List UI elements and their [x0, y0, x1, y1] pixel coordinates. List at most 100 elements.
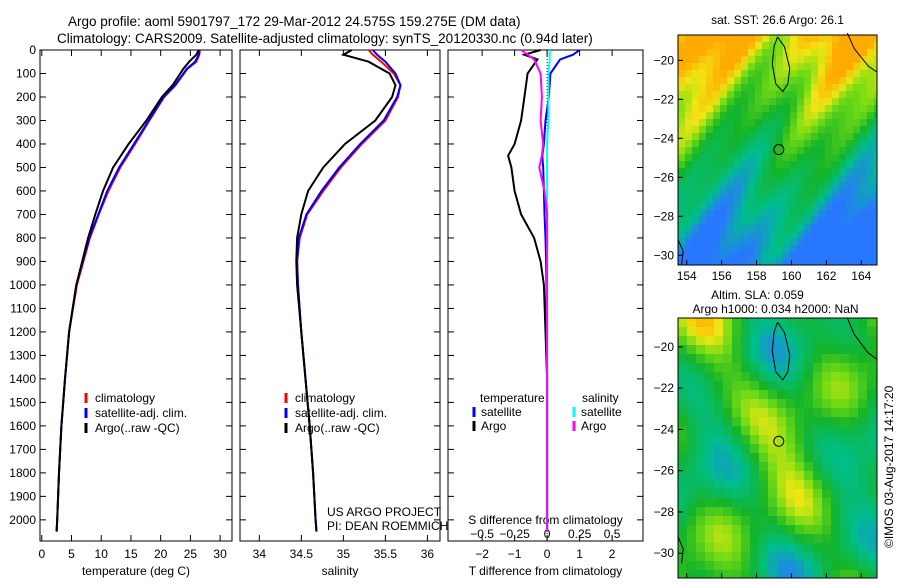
map-cell: [755, 231, 762, 238]
map-cell: [732, 525, 741, 534]
map-cell: [831, 471, 840, 480]
map-cell: [762, 119, 769, 126]
map-cell: [685, 112, 692, 119]
map-cell: [790, 217, 797, 224]
map-cell: [804, 63, 811, 70]
map-cell: [727, 154, 734, 161]
map-cell: [759, 372, 768, 381]
map-cell: [874, 56, 877, 63]
map-cell: [723, 462, 732, 471]
map-cell: [768, 516, 777, 525]
map-cell: [867, 462, 876, 471]
map-cell: [790, 189, 797, 196]
map-cell: [750, 507, 759, 516]
map-cell: [790, 238, 797, 245]
map-cell: [832, 105, 839, 112]
map-cell: [750, 525, 759, 534]
legend-title-temperature: temperature: [480, 391, 545, 405]
map-cell: [867, 189, 874, 196]
map-cell: [678, 516, 687, 525]
map-cell: [748, 35, 755, 42]
x-tick-label: 0: [38, 547, 45, 561]
map-cell: [720, 56, 727, 63]
map-cell: [832, 203, 839, 210]
series-line-climatology: [55, 49, 201, 532]
map-cell: [797, 154, 804, 161]
map-cell: [755, 140, 762, 147]
plot-frame: [239, 49, 441, 542]
map-cell: [840, 462, 849, 471]
legend-label: climatology: [295, 391, 355, 405]
map-cell: [720, 112, 727, 119]
map-cell: [849, 516, 858, 525]
map-cell: [831, 417, 840, 426]
map-cell: [849, 462, 858, 471]
map-cell: [734, 217, 741, 224]
panel-salinity: 34 34.5 35 35.5 36salinityclimatologysatelli…: [239, 49, 441, 578]
x-tick-label: 34: [253, 547, 267, 561]
map-cell: [750, 498, 759, 507]
map-cell: [769, 35, 776, 42]
map-cell: [705, 507, 714, 516]
map-cell: [849, 390, 858, 399]
map-cell: [777, 336, 786, 345]
map-cell: [804, 507, 813, 516]
map-cell: [678, 570, 687, 578]
map-cell: [831, 354, 840, 363]
map-cell: [846, 49, 853, 56]
map-cell: [713, 119, 720, 126]
map-cell: [759, 435, 768, 444]
map-cell: [804, 561, 813, 570]
map-cell: [713, 91, 720, 98]
map-cell: [692, 91, 699, 98]
map-cell: [727, 105, 734, 112]
map-cell: [818, 70, 825, 77]
map-cell: [741, 182, 748, 189]
map-cell: [832, 161, 839, 168]
y-tick-label: 100: [16, 66, 36, 80]
map-cell: [734, 63, 741, 70]
s-tick-label: −0.25: [499, 527, 530, 541]
map-cell: [813, 354, 822, 363]
map-cell: [858, 390, 867, 399]
map-cell: [734, 119, 741, 126]
map-cell: [867, 63, 874, 70]
map-cell: [874, 77, 877, 84]
map-cell: [727, 147, 734, 154]
map-cell: [811, 245, 818, 252]
map-cell: [874, 42, 877, 49]
map-cell: [860, 70, 867, 77]
map-cell: [748, 259, 755, 265]
map-cell: [795, 561, 804, 570]
map-cell: [818, 133, 825, 140]
map-cell: [839, 133, 846, 140]
lon-tick-label: 156: [712, 269, 732, 283]
map-cell: [853, 224, 860, 231]
map-cell: [839, 42, 846, 49]
map-cell: [732, 426, 741, 435]
map-cell: [874, 49, 877, 56]
map-cell: [858, 408, 867, 417]
map-cell: [734, 77, 741, 84]
map-cell: [741, 161, 748, 168]
lat-tick-label: −28: [654, 505, 675, 519]
map-cell: [768, 444, 777, 453]
map-cell: [713, 133, 720, 140]
map-cell: [759, 462, 768, 471]
map-cell: [811, 133, 818, 140]
map-cell: [839, 105, 846, 112]
map-cell: [777, 408, 786, 417]
map-cell: [858, 381, 867, 390]
map-cell: [732, 399, 741, 408]
map-cell: [748, 175, 755, 182]
map-cell: [776, 196, 783, 203]
map-cell: [762, 77, 769, 84]
map-cell: [811, 210, 818, 217]
map-cell: [853, 126, 860, 133]
map-cell: [685, 56, 692, 63]
map-cell: [678, 105, 685, 112]
map-cell: [867, 399, 876, 408]
map-cell: [759, 318, 768, 327]
map-cell: [813, 444, 822, 453]
map-cell: [678, 203, 685, 210]
